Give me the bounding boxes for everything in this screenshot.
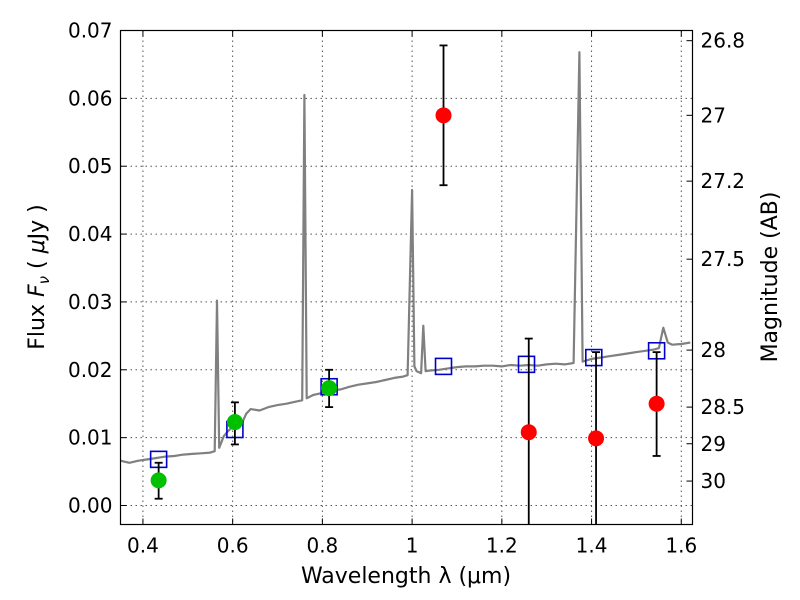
data-point [435, 107, 452, 124]
y-axis-ticks: 0.00 0.01 0.02 0.03 0.04 0.05 0.06 0.07 [68, 19, 127, 518]
right-tick-label: 27.5 [701, 247, 746, 271]
y-tick-label: 0.04 [68, 222, 113, 246]
right-tick-label: 29 [701, 432, 726, 456]
y-axis-label: Flux Fν ( μJy ) [25, 204, 53, 349]
square-marker [434, 357, 453, 376]
right-tick-label: 30 [701, 469, 726, 493]
data-point [321, 380, 338, 397]
data-points [150, 107, 665, 489]
square-marker [517, 355, 536, 374]
x-axis-label: Wavelength λ (μm) [301, 564, 511, 589]
y-tick-label: 0.00 [68, 494, 113, 518]
spectrum-line [120, 51, 691, 464]
x-tick-label: 0.6 [217, 534, 249, 558]
data-point [648, 395, 665, 412]
y-tick-label: 0.02 [68, 358, 113, 382]
spectrum-series [120, 51, 691, 464]
data-point [520, 424, 537, 441]
y-tick-label: 0.03 [68, 290, 113, 314]
data-point [226, 414, 243, 431]
x-tick-label: 0.8 [306, 534, 338, 558]
x-tick-label: 1.6 [665, 534, 697, 558]
right-axis-ticks: 26.8 27 27.2 27.5 28 28.5 29 30 [686, 29, 746, 493]
grid-lines [120, 30, 693, 525]
x-tick-label: 1.4 [576, 534, 608, 558]
x-tick-label: 1.2 [486, 534, 518, 558]
right-tick-label: 27.2 [701, 169, 746, 193]
x-tick-label: 0.4 [127, 534, 159, 558]
right-tick-label: 28 [701, 338, 726, 362]
plot-frame [119, 29, 694, 526]
data-point [588, 430, 605, 447]
x-tick-label: 1 [406, 534, 419, 558]
x-axis-ticks: 0.4 0.6 0.8 1 1.2 1.4 1.6 [127, 30, 697, 558]
y-tick-label: 0.01 [68, 426, 113, 450]
right-axis-label: Magnitude (AB) [758, 192, 783, 363]
right-tick-label: 26.8 [701, 29, 746, 53]
y-tick-label: 0.05 [68, 154, 113, 178]
y-tick-label: 0.06 [68, 86, 113, 110]
square-markers [149, 341, 666, 469]
square-marker [585, 348, 603, 367]
right-tick-label: 27 [701, 103, 726, 127]
error-bars [154, 44, 661, 525]
right-tick-label: 28.5 [701, 395, 746, 419]
y-tick-label: 0.07 [68, 19, 113, 43]
data-point [150, 472, 167, 489]
